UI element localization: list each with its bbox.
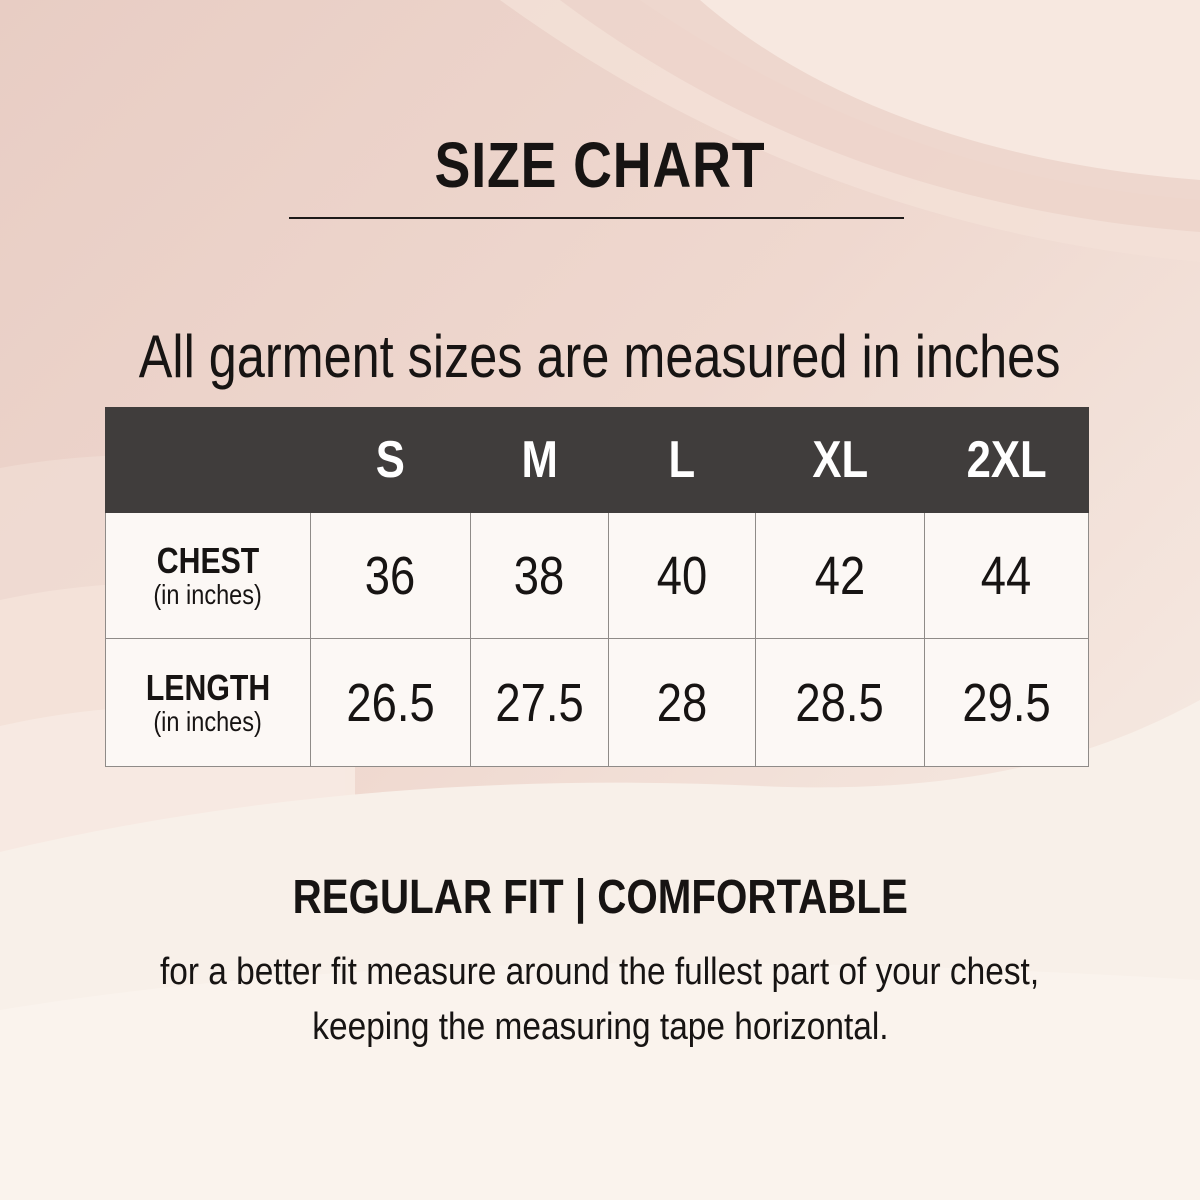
- col-header-s: S: [310, 407, 471, 513]
- subtitle: All garment sizes are measured in inches: [0, 327, 1200, 387]
- length-value-2xl: 29.5: [924, 638, 1089, 767]
- chest-value-m: 38: [470, 512, 609, 639]
- col-header-m: M: [470, 407, 609, 513]
- length-label-cell: LENGTH (in inches): [105, 638, 311, 767]
- chest-value-xl-text: 42: [814, 545, 866, 606]
- chest-value-m-text: 38: [514, 545, 565, 606]
- page-title: SIZE CHART: [0, 133, 1200, 197]
- length-value-m: 27.5: [470, 638, 609, 767]
- size-table-header-row: S M L XL 2XL: [105, 407, 1089, 513]
- chest-value-xl: 42: [755, 512, 925, 639]
- length-label: LENGTH: [145, 666, 271, 708]
- length-unit: (in inches): [153, 705, 263, 737]
- chest-value-s-text: 36: [365, 545, 416, 606]
- chest-value-2xl: 44: [924, 512, 1089, 639]
- size-table: S M L XL 2XL CHEST (in inches) 36 38 40 …: [105, 407, 1089, 767]
- col-header-m-label: M: [521, 431, 558, 489]
- page-title-text: SIZE CHART: [434, 129, 766, 201]
- chest-value-2xl-text: 44: [981, 545, 1032, 606]
- col-header-s-label: S: [375, 431, 406, 489]
- fit-note-line-1: for a better fit measure around the full…: [0, 953, 1200, 991]
- length-value-m-text: 27.5: [495, 672, 584, 733]
- chest-unit: (in inches): [153, 578, 263, 610]
- length-value-s-text: 26.5: [346, 672, 435, 733]
- chest-label-cell: CHEST (in inches): [105, 512, 311, 639]
- length-value-l-text: 28: [656, 672, 708, 733]
- length-value-2xl-text: 29.5: [962, 672, 1051, 733]
- col-header-xl: XL: [755, 407, 925, 513]
- table-row-chest: CHEST (in inches) 36 38 40 42 44: [105, 512, 1089, 639]
- col-header-l-label: L: [668, 431, 696, 489]
- chest-value-l-text: 40: [656, 545, 708, 606]
- length-value-xl: 28.5: [755, 638, 925, 767]
- subtitle-text: All garment sizes are measured in inches: [139, 323, 1061, 390]
- chest-value-l: 40: [608, 512, 756, 639]
- title-underline: [289, 217, 904, 219]
- fit-note-line-2: keeping the measuring tape horizontal.: [0, 1008, 1200, 1046]
- fit-heading: REGULAR FIT | COMFORTABLE: [0, 874, 1200, 922]
- fit-heading-text: REGULAR FIT | COMFORTABLE: [292, 871, 908, 924]
- chest-label: CHEST: [156, 539, 260, 581]
- table-row-length: LENGTH (in inches) 26.5 27.5 28 28.5 29.…: [105, 638, 1089, 767]
- col-header-xl-label: XL: [812, 431, 868, 489]
- length-value-l: 28: [608, 638, 756, 767]
- fit-note-line-1-text: for a better fit measure around the full…: [160, 951, 1040, 993]
- col-header-l: L: [608, 407, 756, 513]
- chest-value-s: 36: [310, 512, 471, 639]
- col-header-2xl-label: 2XL: [966, 431, 1047, 489]
- corner-cell: [105, 407, 311, 513]
- fit-note-line-2-text: keeping the measuring tape horizontal.: [311, 1006, 889, 1048]
- length-value-xl-text: 28.5: [795, 672, 885, 733]
- col-header-2xl: 2XL: [924, 407, 1089, 513]
- length-value-s: 26.5: [310, 638, 471, 767]
